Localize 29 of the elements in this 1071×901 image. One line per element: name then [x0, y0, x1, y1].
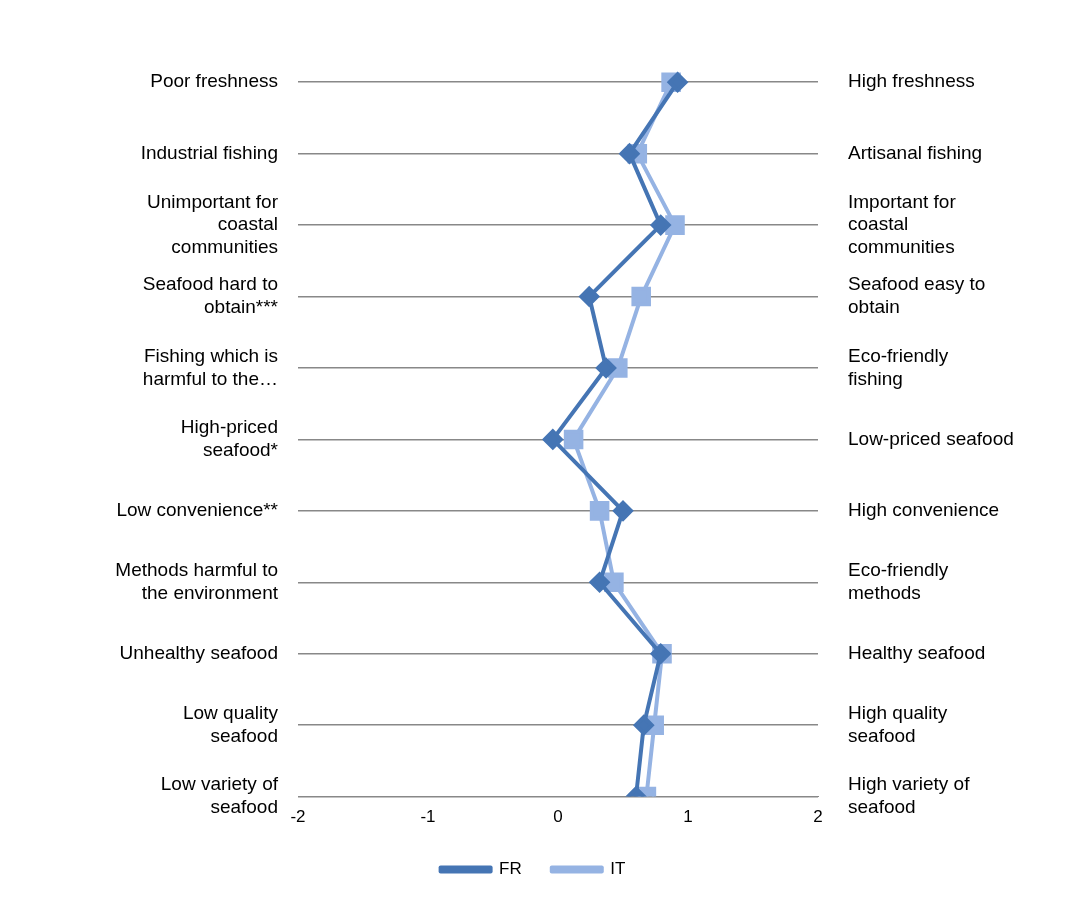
y-tick-label: Seafood hard to obtain***	[142, 273, 279, 318]
y-tick-label: Unhealthy seafood	[119, 641, 278, 663]
y2-tick-label: Eco-friendly methods	[848, 559, 949, 603]
y-tick-label: Unimportant for coastal communities	[147, 190, 279, 258]
y-tick-label: Fishing which is harmful to the…	[142, 344, 278, 389]
y-tick-label: Low convenience**	[116, 499, 279, 521]
y-tick-label: Low variety of seafood	[160, 773, 279, 818]
y2-tick-label: High freshness	[848, 70, 975, 92]
y2-tick-label: Important for coastal communities	[848, 190, 957, 258]
y2-tick-label: Eco-friendly fishing	[848, 344, 949, 389]
x-tick-label: 2	[813, 807, 823, 827]
x-tick-label: -1	[420, 807, 436, 827]
legend-label: IT	[610, 859, 626, 879]
y2-tick-label: Artisanal fishing	[848, 141, 983, 163]
y-tick-label: High-priced seafood*	[180, 416, 279, 461]
y2-tick-label: Low-priced seafood	[848, 427, 1014, 449]
x-tick-label: -2	[290, 807, 306, 827]
x-tick-label: 1	[683, 807, 693, 827]
y-tick-label: Low quality seafood	[182, 702, 279, 746]
y2-tick-label: High quality seafood	[848, 702, 948, 746]
y-tick-label: Industrial fishing	[140, 141, 278, 163]
y2-tick-label: High convenience	[848, 499, 1000, 521]
y2-tick-label: Healthy seafood	[848, 641, 986, 663]
y-tick-label: Methods harmful to the environment	[115, 559, 279, 603]
x-tick-label: 0	[553, 807, 563, 827]
y2-tick-label: Seafood easy to obtain	[848, 273, 986, 318]
y-tick-label: Poor freshness	[150, 70, 278, 92]
legend-label: FR	[499, 859, 522, 879]
y2-tick-label: High variety of seafood	[848, 773, 971, 818]
